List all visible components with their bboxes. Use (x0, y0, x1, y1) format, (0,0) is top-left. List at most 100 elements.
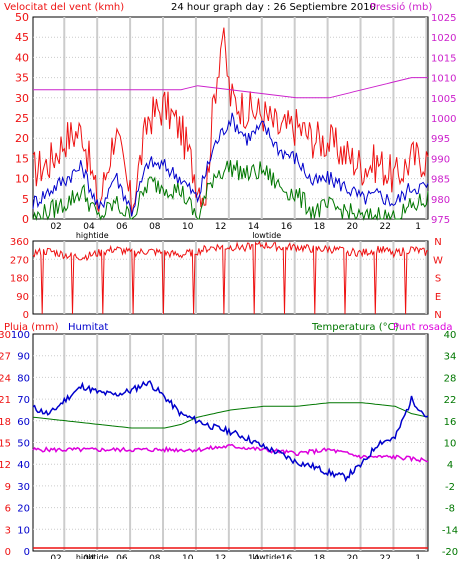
temperature-y-tick: -20 (442, 547, 458, 558)
wind-x-tick: 1 (415, 222, 421, 232)
rain-label: Pluja (mm) (4, 322, 59, 333)
pressure-y-tick: 995 (431, 134, 450, 145)
climate-x-tick: 18 (314, 554, 326, 559)
temperature-y-tick: 34 (444, 352, 457, 363)
wind-x-tick: 06 (116, 222, 128, 232)
wind-y-tick: 15 (15, 152, 29, 165)
humidity-y-tick: 20 (17, 504, 30, 515)
rain-y-tick: 27 (0, 352, 11, 363)
wind-avg-line (32, 112, 429, 217)
direction-compass-label: N (434, 310, 441, 321)
pressure-y-tick: 1000 (431, 114, 456, 125)
wind-y-tick: 0 (22, 213, 29, 226)
wind-y-tick: 5 (22, 193, 29, 206)
wind-x-tick: 08 (149, 222, 161, 232)
lowtide-label: lowtide (252, 231, 281, 240)
direction-y-tick: 270 (10, 255, 29, 266)
climate-x-tick: 12 (215, 554, 226, 559)
humidity-y-tick: 60 (17, 417, 30, 428)
wind-x-tick: 22 (379, 222, 390, 232)
wind-x-tick: 14 (248, 222, 260, 232)
humidity-y-tick: 50 (17, 439, 30, 450)
wind-speed-label: Velocitat del vent (kmh) (4, 2, 124, 13)
rain-y-tick: 21 (0, 395, 11, 406)
wind-x-tick: 12 (215, 222, 226, 232)
hightide-label: hightide (76, 553, 109, 559)
climate-x-tick: 06 (116, 554, 128, 559)
climate-plot-area (32, 333, 429, 552)
pressure-y-tick: 1005 (431, 94, 456, 105)
humidity-y-tick: 10 (17, 525, 30, 536)
dewpoint-line (32, 443, 429, 463)
temperature-y-tick: 22 (444, 395, 457, 406)
climate-x-tick: 08 (149, 554, 161, 559)
direction-y-tick: 0 (23, 310, 29, 321)
direction-line (32, 240, 429, 315)
pressure-y-tick: 1010 (431, 74, 456, 85)
direction-compass-label: W (433, 255, 443, 266)
wind-gust-line (32, 27, 429, 217)
humidity-y-tick: 0 (24, 547, 30, 558)
rain-y-tick: 9 (5, 482, 11, 493)
rain-y-tick: 0 (5, 547, 11, 558)
lowtide-label: lowtide (252, 553, 281, 559)
wind-x-tick: 10 (182, 222, 194, 232)
rain-y-tick: 15 (0, 439, 11, 450)
wind-x-tick: 18 (314, 222, 326, 232)
humidity-y-tick: 90 (17, 352, 30, 363)
climate-x-tick: 16 (281, 554, 293, 559)
pressure-y-tick: 1015 (431, 53, 456, 64)
humidity-y-tick: 100 (11, 330, 30, 341)
wind-y-tick: 10 (15, 173, 29, 186)
climate-x-tick: 02 (50, 554, 61, 559)
climate-x-tick: 20 (347, 554, 359, 559)
temperature-y-tick: -14 (442, 525, 458, 536)
temperature-y-tick: 4 (447, 460, 453, 471)
wind-y-tick: 35 (15, 72, 29, 85)
temperature-y-tick: 16 (444, 417, 457, 428)
graph-title: 24 hour graph day : 26 Septiembre 2010 (171, 2, 376, 13)
pressure-y-tick: 1025 (431, 13, 456, 24)
humidity-y-tick: 80 (17, 373, 30, 384)
rain-y-tick: 12 (0, 460, 11, 471)
direction-y-tick: 180 (10, 274, 29, 285)
pressure-y-tick: 985 (431, 175, 450, 186)
humidity-line (32, 380, 429, 483)
wind-y-tick: 25 (15, 112, 29, 125)
direction-compass-label: N (434, 237, 441, 248)
rain-y-tick: 30 (0, 330, 11, 341)
humidity-y-tick: 70 (17, 395, 30, 406)
wind-y-tick: 50 (15, 11, 29, 24)
climate-x-tick: 1 (415, 554, 421, 559)
temperature-line (32, 402, 429, 429)
temperature-y-tick: 10 (444, 439, 457, 450)
pressure-y-tick: 1020 (431, 33, 456, 44)
wind-x-tick: 02 (50, 222, 61, 232)
pressure-label: Pressió (mb) (370, 1, 432, 13)
humidity-y-tick: 40 (17, 460, 30, 471)
wind-x-tick: 20 (347, 222, 359, 232)
direction-y-tick: 90 (16, 292, 29, 303)
temperature-y-tick: 28 (444, 373, 457, 384)
climate-x-tick: 22 (379, 554, 390, 559)
rain-y-tick: 18 (0, 417, 11, 428)
wind-y-tick: 20 (15, 132, 29, 145)
hightide-label: hightide (76, 231, 109, 240)
wind-x-tick: 16 (281, 222, 293, 232)
humidity-label: Humitat (68, 322, 108, 333)
pressure-y-tick: 990 (431, 154, 450, 165)
wind-x-tick: 04 (83, 222, 95, 232)
wind-plot-area (32, 16, 429, 220)
wind-y-tick: 30 (15, 92, 29, 105)
rain-y-tick: 3 (5, 525, 11, 536)
humidity-y-tick: 30 (17, 482, 30, 493)
wind-y-tick: 45 (15, 31, 29, 44)
pressure-y-tick: 975 (431, 215, 450, 226)
direction-compass-label: E (435, 292, 441, 303)
rain-y-tick: 6 (5, 504, 11, 515)
direction-plot-area (32, 240, 429, 315)
climate-x-tick: 10 (182, 554, 194, 559)
temperature-label: Temperatura (°C) (311, 322, 399, 333)
